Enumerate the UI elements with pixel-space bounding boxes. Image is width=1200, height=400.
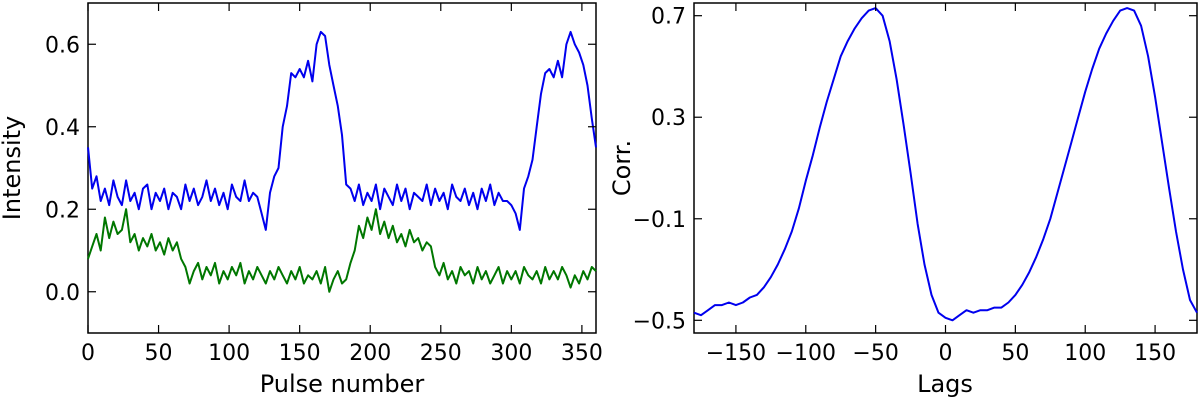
left-series-group (87, 30, 597, 293)
left-series-line-0 (87, 30, 597, 231)
right-ytick-label: −0.5 (633, 309, 686, 334)
correlation-panel: −150 −100 −50 0 50 100 150−0.5−0.10.30.7 Lags … (608, 2, 1198, 398)
right-xtick-label: −100 (776, 341, 836, 366)
right-xtick-label: 50 (1001, 341, 1029, 366)
left-xtick-label: 350 (561, 341, 603, 366)
y-axis-label-left: Intensity (0, 116, 26, 220)
left-xtick-label: 300 (490, 341, 532, 366)
left-xtick-label: 150 (279, 341, 321, 366)
left-xtick-label: 200 (349, 341, 391, 366)
right-xtick-label: 0 (939, 341, 953, 366)
x-axis-label-right: Lags (917, 370, 973, 398)
intensity-panel: 0 50 100 150 200 250 300 350 0.0 0.2 0.4 0.6 Pulse … (0, 2, 603, 398)
right-ytick-label: −0.1 (633, 208, 686, 233)
right-series-group (693, 7, 1198, 322)
right-series-line-0 (693, 7, 1198, 322)
left-series-line-1 (87, 208, 597, 293)
plot-frame-right (693, 2, 1198, 334)
left-xtick-label: 250 (420, 341, 462, 366)
right-ticks-group: −150 −100 −50 0 50 100 150 −0.5 −0.1 0.3 0.7 (633, 3, 1197, 366)
left-ytick-label: 0.4 (45, 116, 80, 141)
left-xtick-label: 100 (208, 341, 250, 366)
left-xtick-label: 50 (145, 341, 173, 366)
left-ytick-label: 0.2 (45, 198, 80, 223)
right-ytick-label: 0.7 (651, 5, 686, 30)
right-xtick-label: 150 (1134, 341, 1176, 366)
right-xtick-label: −50 (852, 341, 898, 366)
x-axis-label-left: Pulse number (260, 370, 425, 398)
y-axis-label-right: Corr. (608, 140, 636, 196)
right-xtick-label: −150 (706, 341, 766, 366)
left-ticks-group: 0 50 100 150 200 250 300 350 0.0 0.2 0.4 0.6 (45, 3, 603, 366)
right-xtick-label: 100 (1064, 341, 1106, 366)
right-ytick-label: 0.3 (651, 106, 686, 131)
left-ytick-label: 0.6 (45, 33, 80, 58)
left-xtick-label: 0 (81, 341, 95, 366)
plot-frame-left (87, 2, 597, 334)
left-ytick-label: 0.0 (45, 281, 80, 306)
